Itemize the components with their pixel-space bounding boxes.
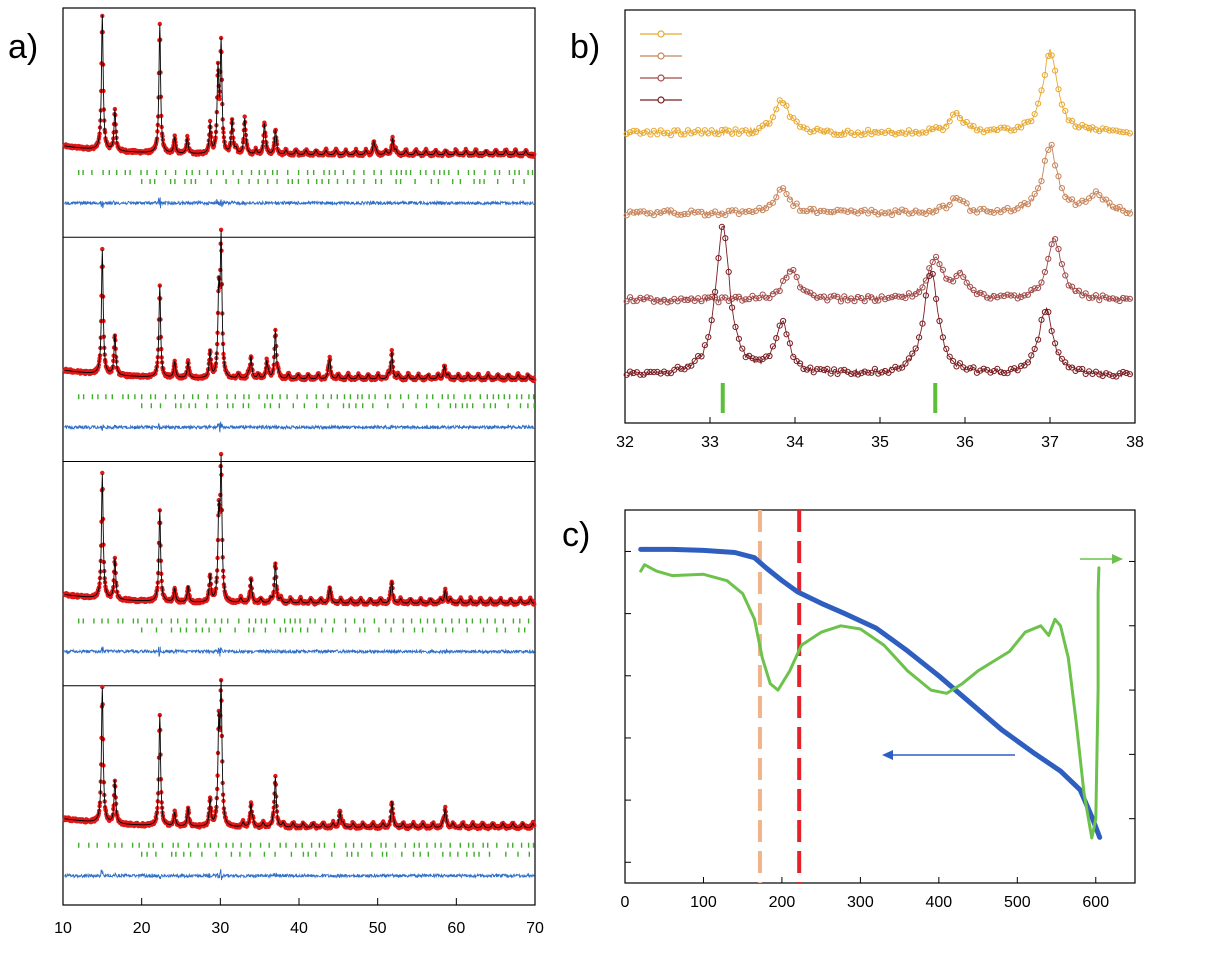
panel-a-observed-point — [207, 118, 213, 124]
panel-a-difference-curve — [64, 646, 535, 657]
panel-a-observed-point — [172, 358, 177, 363]
panel-a-xtick-label: 10 — [54, 920, 72, 937]
panel-a-observed-point — [390, 134, 395, 140]
panel-a-observed-point — [157, 21, 162, 27]
panel-a-observed-point — [212, 368, 217, 373]
panel-a-stack-2 — [62, 451, 537, 657]
panel-a-stack-1 — [62, 227, 537, 433]
panel-a-chart: 10 20 30 40 50 60 70 — [54, 7, 544, 937]
panel-a-observed-point — [100, 470, 105, 476]
panel-letter-a: a) — [8, 28, 38, 66]
panel-a-observed-point — [218, 227, 224, 232]
panel-a-stack-0 — [62, 13, 537, 209]
panel-a-calculated-line — [64, 230, 535, 380]
panel-a-calculated-line — [64, 14, 535, 156]
panel-a-calculated-line — [64, 454, 535, 604]
panel-a-observed-point — [242, 114, 247, 119]
panel-letter-c: c) — [562, 516, 590, 554]
panel-a-xtick-label: 20 — [133, 920, 151, 937]
panel-a-observed-point — [112, 106, 118, 112]
panel-a-xtick-label: 70 — [526, 920, 544, 937]
panel-a-observed-point — [185, 133, 190, 139]
panel-a-frame — [62, 7, 536, 906]
panel-a-xtick-label: 60 — [447, 920, 465, 937]
panel-a-observed-point — [389, 348, 394, 353]
panel-letter-b: b) — [570, 28, 600, 66]
panel-a-difference-curve — [64, 421, 535, 433]
panel-a-xtick-label: 50 — [369, 920, 387, 937]
panel-a-observed-point — [100, 246, 105, 252]
panel-a-observed-point — [172, 133, 177, 138]
panel-a-difference-curve — [64, 197, 535, 209]
panel-a-xtick-label: 30 — [211, 920, 229, 937]
panel-a-observed-point — [217, 96, 222, 102]
panel-a-stack-3 — [62, 678, 537, 881]
panel-a-observed-point — [112, 555, 118, 561]
panel-a-xtick-label: 40 — [290, 920, 308, 937]
